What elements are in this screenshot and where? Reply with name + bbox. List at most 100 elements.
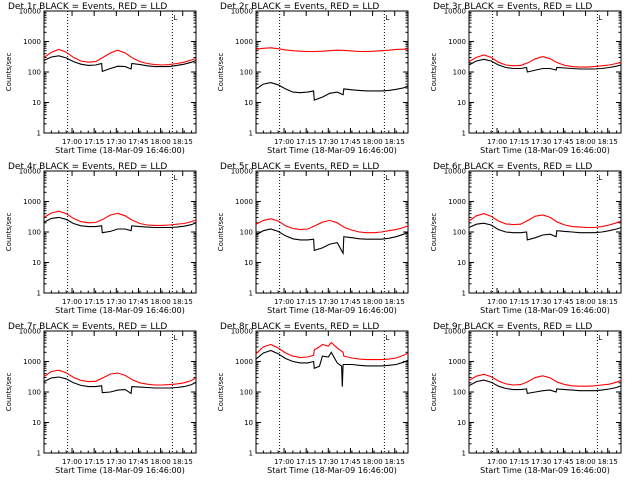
y-tick-label: 10 <box>32 99 41 107</box>
x-tick-label: 17:30 <box>318 458 338 466</box>
x-tick-label: 17:45 <box>128 138 148 146</box>
y-tick-label: 1000 <box>448 198 466 206</box>
y-axis-label: Counts/sec <box>5 373 13 412</box>
x-axis-label: Start Time (18-Mar-09 16:46:00) <box>480 306 610 315</box>
corner-marker: L <box>385 334 389 342</box>
x-tick-label: 18:00 <box>150 458 170 466</box>
panel-det-5: Det 5r BLACK = Events, RED = LLD 1 10 100 10… <box>217 162 409 315</box>
series-line-events <box>468 222 622 241</box>
y-tick-label: 100 <box>240 229 253 237</box>
y-tick-label: 100 <box>240 69 253 77</box>
y-tick-label: 100 <box>453 229 466 237</box>
x-axis-label: Start Time (18-Mar-09 16:46:00) <box>480 466 610 475</box>
series-line-lld <box>468 54 622 68</box>
series-line-events <box>468 379 622 395</box>
y-tick-label: 10000 <box>231 8 253 16</box>
y-tick-label: 1000 <box>23 198 41 206</box>
y-axis-label: Counts/sec <box>5 213 13 252</box>
series-line-events <box>43 55 197 73</box>
x-tick-label: 18:00 <box>362 138 382 146</box>
x-axis-label: Start Time (18-Mar-09 16:46:00) <box>267 466 397 475</box>
corner-marker: L <box>598 174 602 182</box>
x-tick-label: 17:30 <box>106 458 126 466</box>
corner-marker: L <box>598 14 602 22</box>
corner-marker: L <box>173 334 177 342</box>
x-tick-label: 18:15 <box>385 458 405 466</box>
x-tick-label: 18:15 <box>598 298 618 306</box>
panel-det-3: Det 3r BLACK = Events, RED = LLD 1 10 100 10… <box>430 2 622 155</box>
y-tick-label: 1000 <box>23 358 41 366</box>
x-tick-label: 18:15 <box>598 138 618 146</box>
x-axis-label: Start Time (18-Mar-09 16:46:00) <box>55 466 185 475</box>
x-tick-label: 17:15 <box>509 298 529 306</box>
panel-title: Det 9r BLACK = Events, RED = LLD <box>433 322 592 332</box>
x-tick-label: 17:30 <box>531 298 551 306</box>
corner-marker: L <box>385 14 389 22</box>
series-line-lld <box>43 210 197 226</box>
panel-title: Det 5r BLACK = Events, RED = LLD <box>220 162 379 172</box>
x-tick-label: 17:15 <box>509 458 529 466</box>
y-tick-label: 10 <box>457 259 466 267</box>
x-tick-label: 17:00 <box>274 298 294 306</box>
x-tick-label: 17:15 <box>84 298 104 306</box>
x-axis-label: Start Time (18-Mar-09 16:46:00) <box>480 146 610 155</box>
y-axis-label: Counts/sec <box>430 53 438 92</box>
series-line-lld <box>255 218 409 234</box>
y-axis-label: Counts/sec <box>217 213 225 252</box>
x-tick-label: 18:15 <box>385 138 405 146</box>
y-tick-label: 1 <box>37 290 41 298</box>
panel-title: Det 2r BLACK = Events, RED = LLD <box>220 2 379 12</box>
panel-title: Det 6r BLACK = Events, RED = LLD <box>433 162 592 172</box>
y-tick-label: 1000 <box>235 198 253 206</box>
panel-det-6: Det 6r BLACK = Events, RED = LLD 1 10 100 10… <box>430 162 622 315</box>
y-axis-label: Counts/sec <box>217 53 225 92</box>
x-tick-label: 17:45 <box>553 138 573 146</box>
panel-title: Det 8r BLACK = Events, RED = LLD <box>220 322 379 332</box>
x-tick-label: 18:00 <box>575 138 595 146</box>
x-tick-label: 17:45 <box>128 298 148 306</box>
y-tick-label: 1000 <box>235 38 253 46</box>
y-tick-label: 100 <box>28 389 41 397</box>
panel-det-2: Det 2r BLACK = Events, RED = LLD 1 10 100 10… <box>217 2 409 155</box>
x-axis-label: Start Time (18-Mar-09 16:46:00) <box>267 146 397 155</box>
series-line-lld <box>468 373 622 387</box>
y-tick-label: 1000 <box>235 358 253 366</box>
y-tick-label: 100 <box>28 69 41 77</box>
x-tick-label: 18:00 <box>362 298 382 306</box>
x-tick-label: 18:00 <box>362 458 382 466</box>
x-tick-label: 18:15 <box>173 138 193 146</box>
x-tick-label: 18:00 <box>575 458 595 466</box>
y-axis-label: Counts/sec <box>5 53 13 92</box>
x-tick-label: 17:15 <box>509 138 529 146</box>
y-tick-label: 100 <box>240 389 253 397</box>
x-tick-label: 17:00 <box>487 138 507 146</box>
panel-det-7: Det 7r BLACK = Events, RED = LLD 1 10 100 10… <box>5 322 197 475</box>
series-line-events <box>468 58 622 73</box>
series-line-events <box>43 216 197 234</box>
panel-det-1: Det 1r BLACK = Events, RED = LLD 1 10 100 10… <box>5 2 197 155</box>
x-tick-label: 17:30 <box>531 458 551 466</box>
x-tick-label: 17:00 <box>62 298 82 306</box>
x-tick-label: 17:45 <box>128 458 148 466</box>
y-tick-label: 10000 <box>19 328 41 336</box>
x-tick-label: 17:30 <box>106 138 126 146</box>
y-axis-label: Counts/sec <box>217 373 225 412</box>
y-tick-label: 10 <box>457 99 466 107</box>
x-tick-label: 17:00 <box>487 458 507 466</box>
series-line-events <box>255 349 409 387</box>
y-tick-label: 1 <box>249 130 253 138</box>
x-tick-label: 18:15 <box>173 458 193 466</box>
y-tick-label: 10000 <box>19 168 41 176</box>
corner-marker: L <box>598 334 602 342</box>
y-tick-label: 10000 <box>444 328 466 336</box>
y-tick-label: 1 <box>37 130 41 138</box>
x-tick-label: 17:45 <box>340 458 360 466</box>
x-tick-label: 17:45 <box>553 458 573 466</box>
x-tick-label: 17:15 <box>296 458 316 466</box>
x-tick-label: 17:00 <box>62 458 82 466</box>
x-tick-label: 17:00 <box>487 298 507 306</box>
x-tick-label: 18:15 <box>173 298 193 306</box>
y-tick-label: 10 <box>244 99 253 107</box>
series-line-events <box>43 376 197 395</box>
